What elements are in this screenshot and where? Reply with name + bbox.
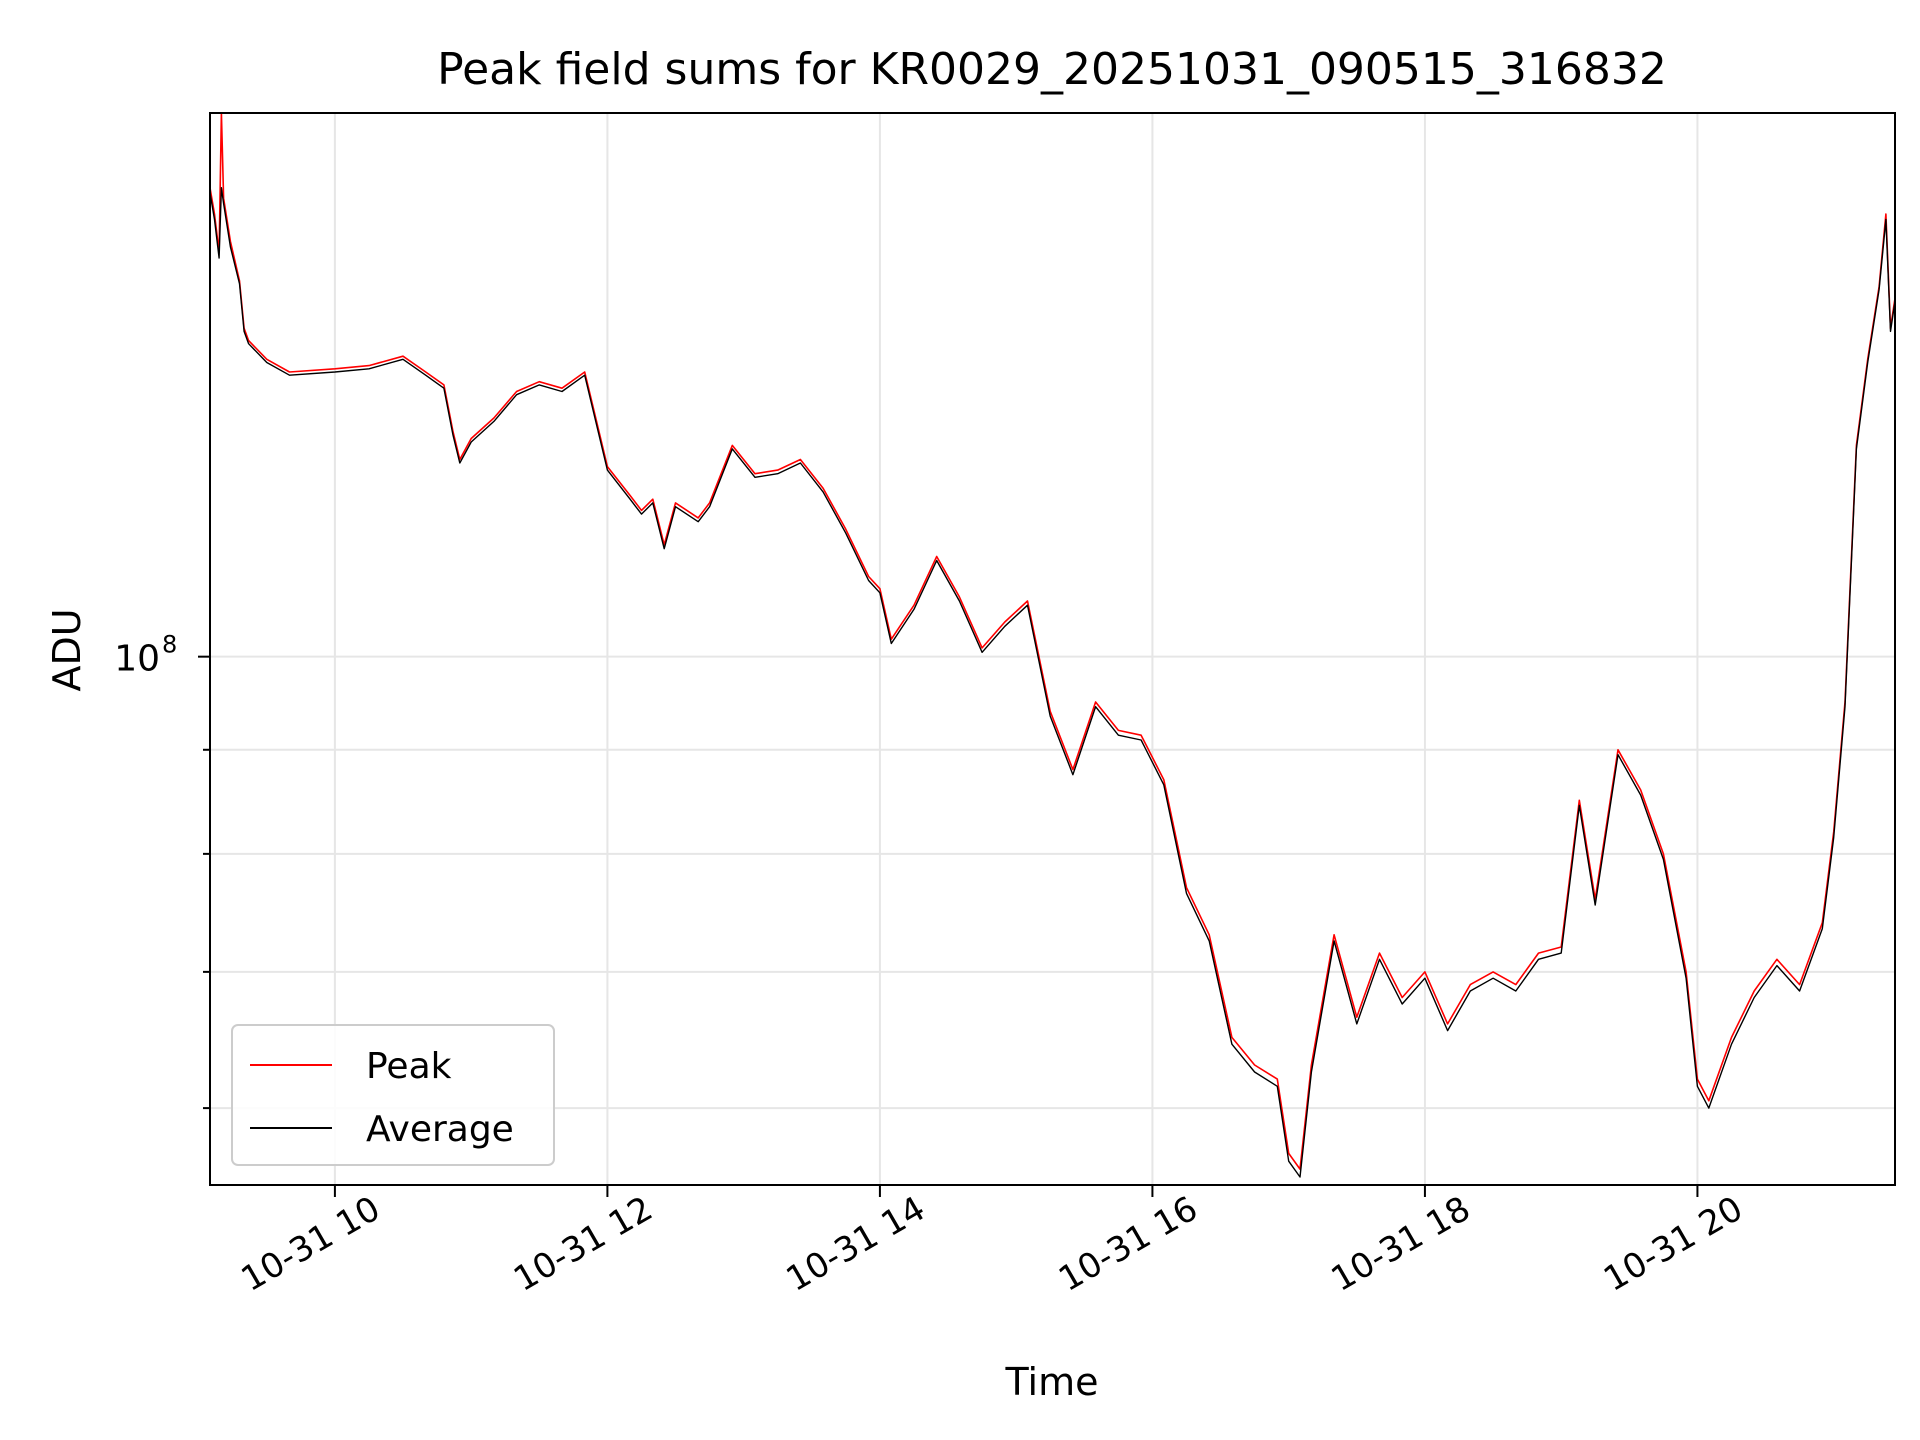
- legend-label-peak: Peak: [366, 1046, 452, 1087]
- series-line-average: [209, 187, 1896, 1178]
- legend-label-average: Average: [366, 1109, 514, 1150]
- series-layer: [209, 112, 1896, 1178]
- y-tick-label: 10: [114, 639, 160, 680]
- y-axis-label: ADU: [45, 608, 89, 691]
- y-axis: 10 8: [114, 631, 210, 1110]
- legend: Peak Average: [231, 1024, 555, 1166]
- plot-frame: [209, 112, 1896, 1186]
- y-tick-exponent: 8: [162, 631, 177, 659]
- x-axis-label: Time: [1005, 1360, 1099, 1404]
- legend-box: [231, 1024, 555, 1166]
- chart-title: Peak field sums for KR0029_20251031_0905…: [437, 44, 1667, 95]
